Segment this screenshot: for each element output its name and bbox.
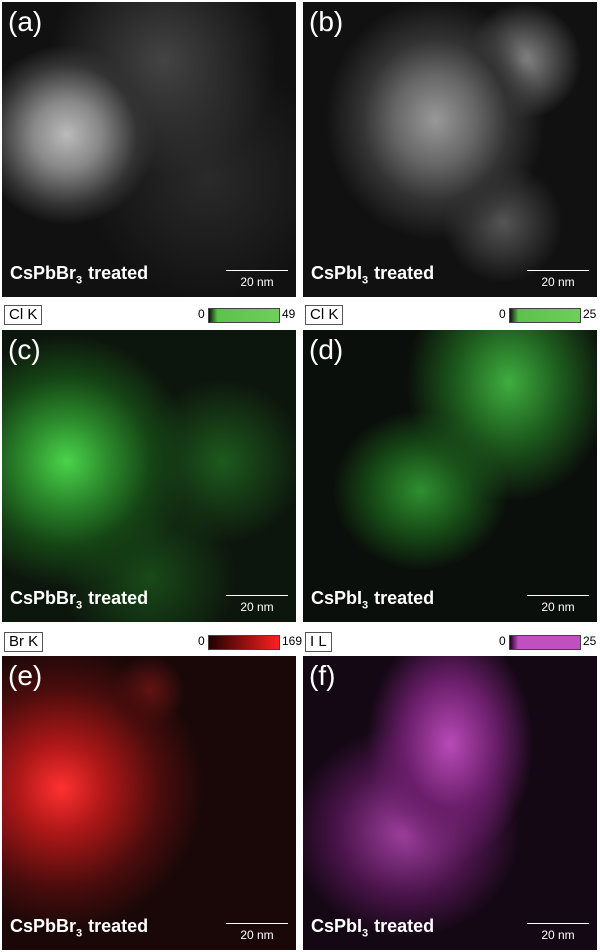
panel-label: (d) xyxy=(309,334,344,365)
caption-formula: CsPbI xyxy=(311,916,363,937)
caption-subscript: 3 xyxy=(362,600,369,612)
colorbar-max: 49 xyxy=(282,307,296,321)
panel-label: (e) xyxy=(8,660,43,691)
colorbar-max: 25 xyxy=(583,307,597,321)
micrograph-panel: (e) CsPbBr3 treated 20 nm xyxy=(2,656,296,950)
scale-bar: 20 nm xyxy=(527,595,589,614)
colorbar-max: 169 xyxy=(282,634,303,648)
panel-label: (c) xyxy=(8,334,41,365)
caption-formula: CsPbBr xyxy=(10,916,77,937)
scale-bar: 20 nm xyxy=(226,923,288,942)
caption-suffix: treated xyxy=(88,588,149,609)
colorbar-strip: Cl K 0 49 xyxy=(2,303,296,327)
colorbar xyxy=(208,308,280,323)
caption-suffix: treated xyxy=(374,588,435,609)
micrograph-panel: (d) CsPbI3 treated 20 nm xyxy=(303,330,597,622)
element-label: Cl K xyxy=(4,305,43,325)
element-label: Br K xyxy=(4,632,44,652)
caption-subscript: 3 xyxy=(76,928,83,940)
caption-subscript: 3 xyxy=(76,275,83,287)
caption: CsPbBr3 treated xyxy=(10,588,148,612)
caption: CsPbI3 treated xyxy=(311,263,434,287)
caption-subscript: 3 xyxy=(362,928,369,940)
caption-suffix: treated xyxy=(88,263,149,284)
micrograph-panel: (b) CsPbI3 treated 20 nm xyxy=(303,2,597,297)
colorbar-strip: Cl K 0 25 xyxy=(303,303,597,327)
caption: CsPbI3 treated xyxy=(311,588,434,612)
caption-subscript: 3 xyxy=(76,600,83,612)
scale-bar: 20 nm xyxy=(527,923,589,942)
scale-bar: 20 nm xyxy=(226,270,288,289)
caption: CsPbBr3 treated xyxy=(10,916,148,940)
micrograph-panel: (c) CsPbBr3 treated 20 nm xyxy=(2,330,296,622)
caption-formula: CsPbI xyxy=(311,588,363,609)
panel-label: (b) xyxy=(309,6,344,37)
colorbar-strip: I L 0 25 xyxy=(303,630,597,654)
panel-label: (f) xyxy=(309,660,336,691)
scale-bar: 20 nm xyxy=(527,270,589,289)
caption-suffix: treated xyxy=(374,263,435,284)
element-label: I L xyxy=(305,632,332,652)
colorbar-strip: Br K 0 169 xyxy=(2,630,302,654)
caption-suffix: treated xyxy=(374,916,435,937)
colorbar xyxy=(509,308,581,323)
colorbar-min: 0 xyxy=(499,307,506,321)
colorbar-min: 0 xyxy=(198,307,205,321)
colorbar-min: 0 xyxy=(198,634,205,648)
colorbar xyxy=(509,635,581,650)
caption-suffix: treated xyxy=(88,916,149,937)
scale-bar: 20 nm xyxy=(226,595,288,614)
caption-formula: CsPbBr xyxy=(10,263,77,284)
colorbar-max: 25 xyxy=(583,634,597,648)
micrograph-panel: (a) CsPbBr3 treated 20 nm xyxy=(2,2,296,297)
micrograph-panel: (f) CsPbI3 treated 20 nm xyxy=(303,656,597,950)
colorbar-min: 0 xyxy=(499,634,506,648)
caption: CsPbI3 treated xyxy=(311,916,434,940)
panel-label: (a) xyxy=(8,6,43,37)
caption-formula: CsPbI xyxy=(311,263,363,284)
caption: CsPbBr3 treated xyxy=(10,263,148,287)
colorbar xyxy=(208,635,280,650)
element-label: Cl K xyxy=(305,305,344,325)
caption-formula: CsPbBr xyxy=(10,588,77,609)
caption-subscript: 3 xyxy=(362,275,369,287)
